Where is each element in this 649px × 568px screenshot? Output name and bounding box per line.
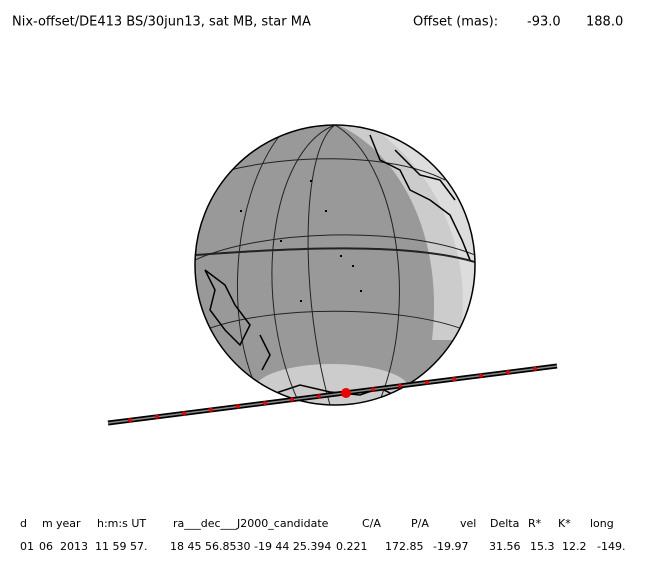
track-dot (425, 380, 429, 385)
table-cell: 2013 (60, 540, 88, 553)
table-cell: -19.97 (433, 540, 468, 553)
table-header: long (590, 517, 614, 530)
table-header: R* (528, 517, 542, 530)
table-cell: 06 (39, 540, 53, 553)
table-header: ra___dec___J2000_candidate (173, 517, 329, 530)
table-header: m (42, 517, 53, 530)
title: Nix-offset/DE413 BS/30jun13, sat MB, sta… (12, 15, 311, 30)
table-cell: 0.221 (336, 540, 368, 553)
table-cell: 15.3 (530, 540, 555, 553)
track-dot (371, 387, 375, 392)
table-cell: -149. (597, 540, 625, 553)
offset-label: Offset (mas): (413, 15, 498, 30)
occultation-track (107, 363, 558, 426)
table-header: h:m:s UT (97, 517, 146, 530)
track-dot (236, 404, 240, 409)
globe-night (195, 125, 475, 405)
offset-value: -93.0 (527, 15, 561, 30)
table-header: year (56, 517, 81, 530)
track-dot (398, 383, 402, 388)
table-cell: 18 45 56.8530 -19 44 25.394 (170, 540, 331, 553)
track-dot (155, 414, 159, 419)
track-dot (506, 370, 510, 375)
track-dot (209, 407, 213, 412)
table-header: P/A (411, 517, 429, 530)
table-header: C/A (362, 517, 381, 530)
track-dot (533, 366, 537, 371)
table-cell: 01 (20, 540, 34, 553)
track-dot (263, 401, 267, 406)
track-dot (128, 418, 132, 423)
track-dot (452, 377, 456, 382)
table-cell: 11 59 57. (95, 540, 147, 553)
table-cell: 12.2 (562, 540, 587, 553)
table-header: d (20, 517, 27, 530)
table-header: vel (460, 517, 476, 530)
table-cell: 172.85 (385, 540, 424, 553)
table-cell: 31.56 (489, 540, 521, 553)
track-dot (479, 373, 483, 378)
offset-value: 188.0 (586, 15, 623, 30)
table-header: K* (558, 517, 571, 530)
track-dot (317, 394, 321, 399)
track-dot (290, 397, 294, 402)
track-dot (182, 411, 186, 416)
globe (194, 124, 476, 406)
table-header: Delta (490, 517, 519, 530)
